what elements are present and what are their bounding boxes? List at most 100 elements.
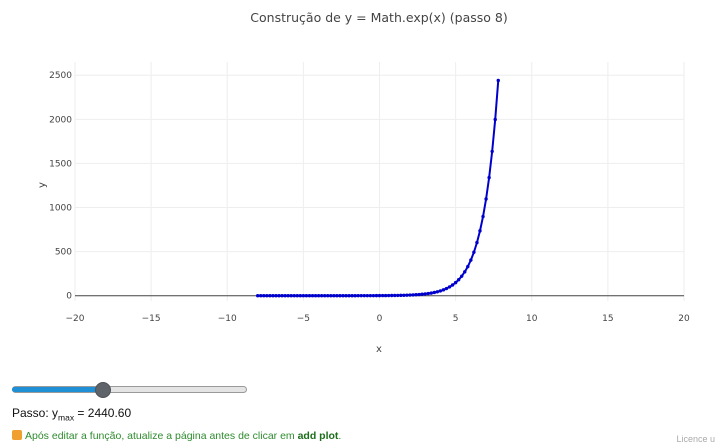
x-tick-label: 5 [453,314,459,324]
add-plot-link[interactable]: add plot [297,430,339,442]
data-point [365,293,370,298]
data-point [484,197,488,201]
data-point [268,294,272,298]
slider-fill [12,387,102,392]
y-tick-label: 2000 [49,115,72,125]
y-tick-label: 1000 [49,204,72,214]
data-point [438,289,443,293]
data-point [389,293,394,298]
data-point [356,293,360,298]
y-tick-label: 500 [55,248,72,258]
data-point [335,294,339,298]
data-point [265,294,269,298]
x-tick-label: 10 [526,314,538,324]
data-point [298,294,303,298]
x-tick-label: −5 [297,314,310,324]
series-line [257,80,500,297]
data-point [371,293,376,298]
data-point [411,293,415,297]
data-point [450,283,455,287]
data-point [380,293,385,298]
data-point [368,293,373,298]
chart: Construção de y = Math.exp(x) (passo 8) … [37,10,690,355]
data-point [280,294,284,298]
data-point [444,286,449,291]
data-point [460,274,464,278]
data-point [322,294,327,298]
data-point [329,294,333,298]
x-tick-label: −10 [218,314,237,324]
data-point [426,291,430,296]
data-point [383,293,388,298]
x-tick-label: 0 [377,314,383,324]
data-point [304,294,309,298]
data-point [475,240,479,245]
data-point [463,270,467,274]
y-tick-label: 1500 [49,159,72,169]
passo-readout: Passo: ymax = 2440.60 [12,406,131,422]
data-point [393,293,397,298]
data-point [347,293,351,298]
data-point [350,293,354,298]
data-point [362,293,366,298]
data-point [301,294,306,298]
x-tick-label: −20 [66,314,85,324]
data-point [481,214,485,219]
data-point [289,294,293,298]
y-tick-label: 2500 [49,71,72,81]
data-point [453,280,458,285]
data-point [420,292,424,296]
data-point [402,293,406,297]
data-point [316,294,321,298]
data-point [359,293,363,298]
data-point [332,294,336,298]
data-point [490,149,494,154]
data-point [469,258,473,262]
data-point [374,293,379,298]
data-point [341,294,345,298]
hint-end: . [338,430,342,442]
data-point [274,294,278,298]
y-tick-label: 0 [66,292,72,302]
data-point [447,285,452,289]
data-point [386,293,391,298]
data-point [396,293,400,298]
slider-thumb[interactable] [94,382,111,398]
x-axis-title: x [376,344,382,355]
data-point [307,294,312,298]
data-point [292,294,296,298]
data-point [432,290,437,295]
step-slider[interactable] [12,382,247,398]
data-point [496,78,500,83]
y-axis-title: y [37,182,48,188]
data-point [429,291,433,295]
data-point [399,293,403,298]
chart-title: Construção de y = Math.exp(x) (passo 8) [250,10,507,25]
data-point [377,293,382,298]
data-point [417,292,421,297]
data-point [344,293,348,298]
passo-subscript: max [58,412,75,423]
data-point [408,293,412,297]
data-point [313,294,318,298]
data-point [487,175,491,180]
data-point [466,264,470,269]
passo-value: = 2440.60 [74,406,132,420]
data-point [295,294,299,298]
data-point [262,294,266,298]
data-point [441,288,446,292]
warning-icon [12,430,22,440]
x-tick-label: 20 [678,314,690,324]
x-tick-label: 15 [602,314,613,324]
data-point [286,294,290,298]
data-point [326,294,330,298]
licence-text: Licence u [676,434,715,444]
data-point [414,293,418,297]
data-point [271,294,275,298]
data-point [277,294,281,298]
data-point [310,294,315,298]
data-point [259,294,263,298]
data-point [319,294,324,298]
passo-label: Passo: y [12,406,59,420]
hint-text: Após editar a função, atualize a página … [25,430,298,442]
